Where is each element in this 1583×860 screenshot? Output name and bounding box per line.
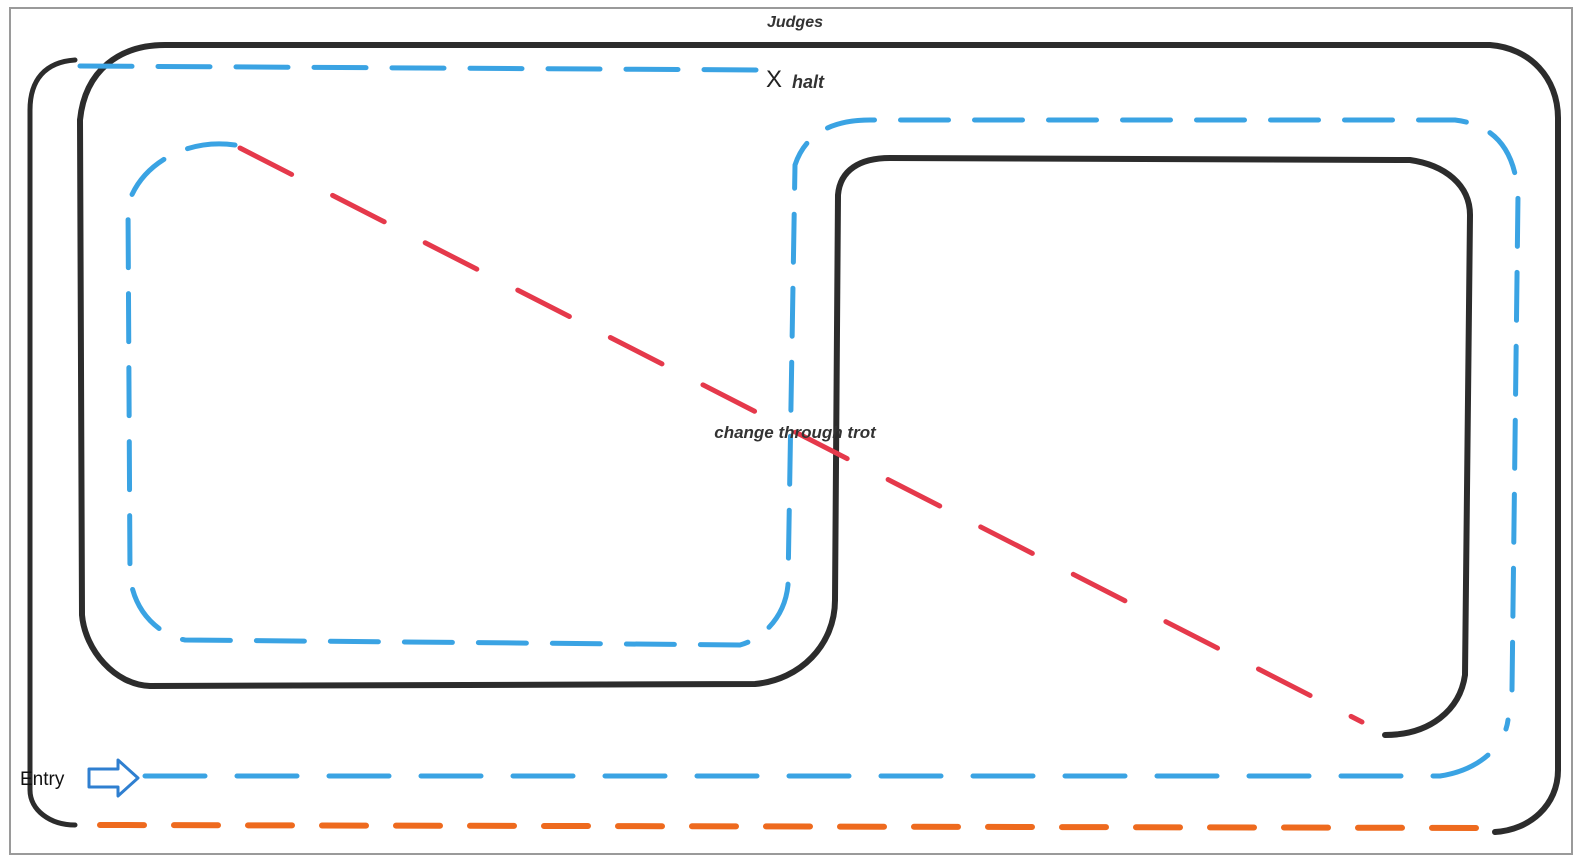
change-through-trot-label: change through trot: [714, 423, 877, 442]
blue-path-top: [77, 63, 765, 73]
arena-border: [9, 7, 1573, 855]
entry-arrow-icon: [87, 758, 140, 798]
outer-track-main: [77, 42, 1561, 835]
orange-path-bottom: [97, 822, 1493, 831]
left-loop-track: [77, 117, 838, 690]
entry-label: Entry: [20, 769, 65, 790]
judges-label: Judges: [767, 14, 823, 31]
halt-label: halt: [792, 72, 825, 92]
blue-path-left-loop: [125, 117, 1521, 693]
red-diagonal-path: [237, 145, 1365, 725]
blue-path-bottom: [142, 717, 1511, 779]
outer-track-left-arc: [27, 57, 78, 828]
right-loop-track: [832, 154, 1474, 738]
halt-marker: X: [766, 66, 782, 93]
